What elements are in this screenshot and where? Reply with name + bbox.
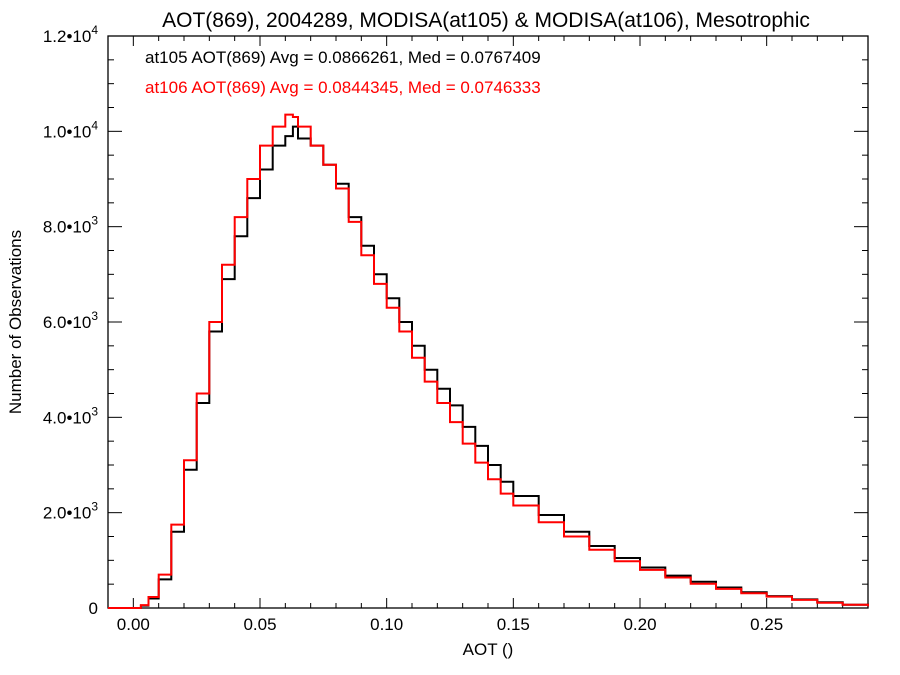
histogram-series: [108, 113, 869, 609]
x-tick-label: 0.05: [243, 615, 276, 634]
x-tick-label: 0.10: [370, 615, 403, 634]
x-tick-label: 0.20: [623, 615, 656, 634]
series-line-0: [108, 125, 869, 609]
y-tick-label: 8.0•103: [43, 214, 99, 237]
axis-ticks: 0.00 0.05 0.10 0.15 0.20 0.25 0 2.0•103 4.0•103 6…: [43, 23, 869, 634]
y-tick-label: 1.2•104: [43, 23, 99, 46]
chart-title: AOT(869), 2004289, MODISA(at105) & MODIS…: [162, 9, 810, 32]
legend-entry-at106: at106 AOT(869) Avg = 0.0844345, Med = 0.…: [145, 78, 541, 97]
x-tick-label: 0.15: [497, 615, 530, 634]
y-tick-label: 2.0•103: [43, 500, 99, 523]
y-tick-label: 1.0•104: [43, 118, 99, 141]
x-tick-label: 0.25: [750, 615, 783, 634]
x-axis-label: AOT (): [463, 640, 514, 659]
legend-entry-at105: at105 AOT(869) Avg = 0.0866261, Med = 0.…: [145, 48, 541, 67]
series-line-1: [108, 113, 869, 609]
y-tick-label: 4.0•103: [43, 404, 99, 427]
y-tick-label: 0: [89, 599, 98, 618]
y-axis-label: Number of Observations: [6, 230, 25, 414]
y-tick-label: 6.0•103: [43, 309, 99, 332]
x-tick-label: 0.00: [117, 615, 150, 634]
